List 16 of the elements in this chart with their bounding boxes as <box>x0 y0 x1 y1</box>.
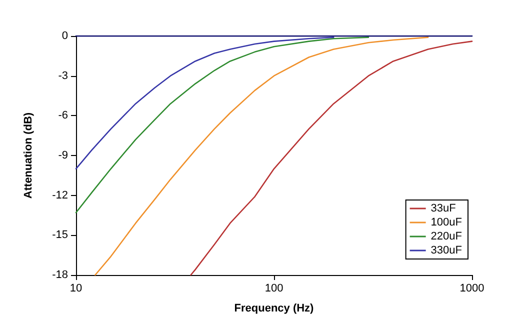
legend-label: 330uF <box>430 244 462 256</box>
y-tick-label: -9 <box>58 150 68 162</box>
x-axis-title: Frequency (Hz) <box>234 302 314 314</box>
y-tick-label: -18 <box>52 269 68 281</box>
y-tick-label: -6 <box>58 110 68 122</box>
y-tick-label: -12 <box>52 189 68 202</box>
y-tick-label: -3 <box>58 70 68 82</box>
y-tick-label: 0 <box>62 30 68 42</box>
legend-label: 100uF <box>430 216 462 228</box>
legend-label: 33uF <box>430 202 456 214</box>
x-tick-label: 10 <box>70 282 82 294</box>
y-axis-title: Attenuation (dB) <box>22 112 34 199</box>
legend-label: 220uF <box>430 230 462 242</box>
y-tick-label: -15 <box>52 229 68 242</box>
x-tick-label: 1000 <box>460 282 484 294</box>
x-tick-label: 100 <box>264 282 284 294</box>
